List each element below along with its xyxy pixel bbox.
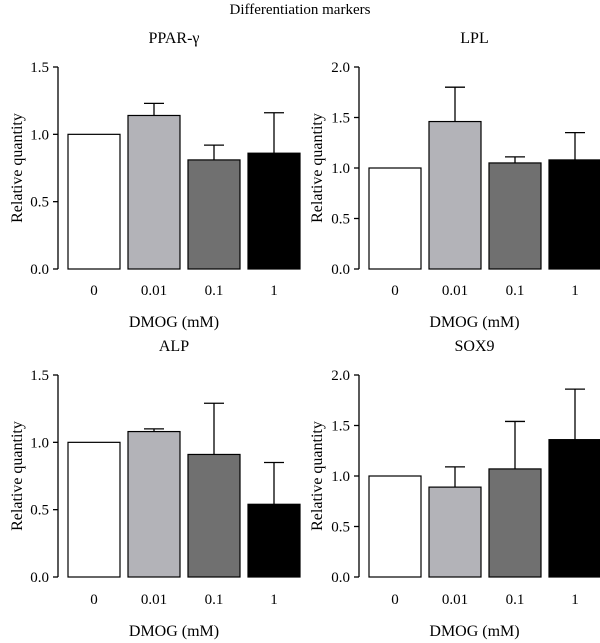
y-tick-label: 1.5 (30, 60, 49, 76)
y-tick-label: 1.0 (30, 435, 49, 451)
bar-0.01 (428, 486, 482, 578)
x-axis-label: DMOG (mM) (129, 623, 219, 640)
bar-0 (67, 441, 121, 578)
chart-title: ALP (159, 338, 189, 355)
x-tick-label: 1 (270, 283, 278, 299)
bar-0.1 (488, 162, 542, 270)
y-tick-label: 2.0 (331, 60, 350, 76)
bar-1 (247, 152, 301, 270)
bar-0.01 (127, 114, 181, 270)
chart-title: PPAR-γ (149, 30, 200, 47)
chart-panel-alp: ALP 0.0 0.5 1.0 1.5 Relative quantity 0 0.01 0.1… (9, 338, 301, 640)
bar-0 (67, 133, 121, 270)
x-tick-label: 0.1 (205, 283, 224, 299)
y-tick-label: 1.5 (30, 368, 49, 384)
x-tick-label: 0 (90, 592, 98, 608)
x-axis-label: DMOG (mM) (129, 314, 219, 331)
y-tick-label: 0.0 (331, 262, 350, 278)
x-tick-label: 0.1 (506, 283, 525, 299)
x-tick-label: 1 (571, 283, 579, 299)
chart-title: SOX9 (454, 338, 494, 355)
y-tick-label: 1.0 (331, 161, 350, 177)
x-tick-label: 0 (391, 592, 399, 608)
chart-panel-sox9: SOX9 0.0 0.5 1.0 1.5 2.0 Relative quantity 0 0.0… (309, 338, 600, 640)
bar-0.01 (428, 120, 482, 270)
x-axis-label: DMOG (mM) (429, 314, 519, 331)
y-axis-label: Relative quantity (309, 113, 326, 223)
x-tick-label: 0 (90, 283, 98, 299)
bar-1 (247, 503, 301, 578)
y-tick-label: 2.0 (331, 368, 350, 384)
x-axis-label: DMOG (mM) (429, 623, 519, 640)
y-tick-label: 0.0 (331, 570, 350, 586)
y-axis-label: Relative quantity (9, 421, 26, 531)
y-tick-label: 0.5 (30, 195, 49, 211)
x-tick-label: 0.01 (442, 283, 468, 299)
x-tick-label: 0.01 (442, 592, 468, 608)
y-axis-label: Relative quantity (9, 113, 26, 223)
y-tick-label: 0.0 (30, 262, 49, 278)
y-tick-label: 1.5 (331, 111, 350, 127)
x-tick-label: 1 (571, 592, 579, 608)
x-tick-label: 0.1 (205, 592, 224, 608)
y-tick-label: 0.5 (331, 212, 350, 228)
y-tick-label: 0.5 (331, 520, 350, 536)
figure-title: Differentiation markers (229, 2, 371, 18)
y-tick-label: 0.0 (30, 570, 49, 586)
y-tick-label: 1.5 (331, 419, 350, 435)
bar-1 (548, 159, 600, 270)
x-tick-label: 1 (270, 592, 278, 608)
bar-0.1 (488, 468, 542, 578)
bar-0.1 (187, 453, 241, 578)
x-tick-label: 0 (391, 283, 399, 299)
bar-1 (548, 439, 600, 578)
y-tick-label: 1.0 (331, 469, 350, 485)
x-tick-label: 0.01 (141, 592, 167, 608)
y-axis-label: Relative quantity (309, 421, 326, 531)
x-tick-label: 0.1 (506, 592, 525, 608)
chart-panel-ppar: PPAR-γ 0.0 0.5 1.0 1.5 Relative quantity 0 0.01… (9, 30, 301, 331)
bar-0 (368, 475, 422, 578)
x-tick-label: 0.01 (141, 283, 167, 299)
chart-title: LPL (460, 30, 488, 47)
chart-panel-lpl: LPL 0.0 0.5 1.0 1.5 2.0 Relative quantity 0 0.01… (309, 30, 600, 331)
bar-0.1 (187, 159, 241, 270)
y-tick-label: 1.0 (30, 127, 49, 143)
bar-0 (368, 167, 422, 270)
y-tick-label: 0.5 (30, 503, 49, 519)
bar-0.01 (127, 430, 181, 578)
